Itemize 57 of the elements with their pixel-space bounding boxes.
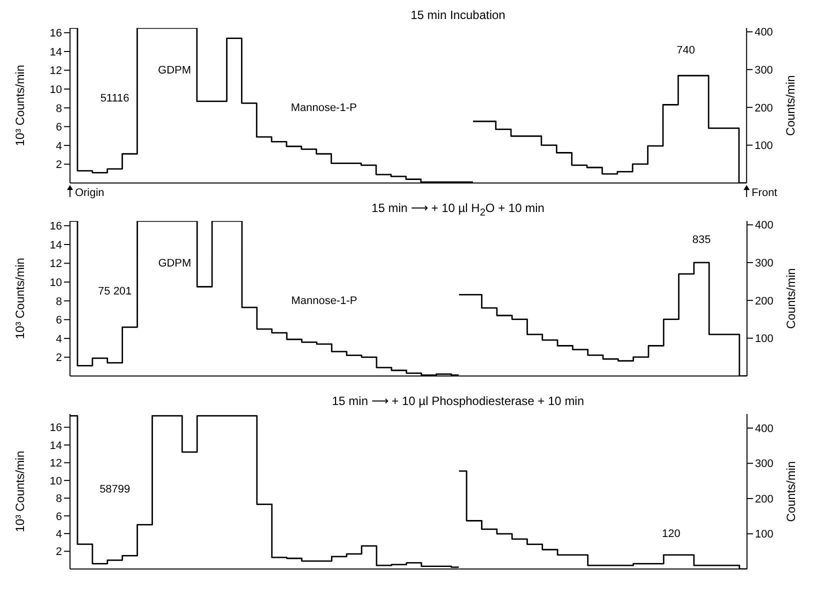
- annotation: GDPM: [158, 257, 192, 270]
- y-axis-title: 10³ Counts/min: [13, 258, 27, 340]
- y-tick-label: 2: [56, 352, 62, 364]
- y-tick-label: 4: [56, 528, 62, 540]
- y-axis-title: Counts/min: [784, 75, 798, 136]
- y-tick-label: 8: [56, 296, 62, 308]
- y-tick-label: 300: [754, 458, 774, 470]
- y-tick-label: 14: [50, 440, 62, 452]
- y-tick-label: 4: [56, 333, 62, 346]
- y-axis-title: 10³ Counts/min: [13, 64, 27, 146]
- y-axis-title: 10³ Counts/min: [13, 450, 27, 532]
- annotation: Mannose-1-P: [290, 102, 357, 114]
- y-tick-label: 10: [50, 84, 62, 96]
- y-tick-label: 10: [50, 276, 62, 289]
- y-tick-label: 300: [754, 257, 774, 270]
- y-tick-label: 200: [754, 493, 774, 506]
- y-tick-label: 16: [50, 220, 62, 233]
- annotation: 51116: [100, 92, 130, 104]
- annotation: 58799: [100, 483, 130, 496]
- annotation: Mannose-1-P: [291, 294, 358, 307]
- y-tick-label: 400: [754, 26, 774, 39]
- y-tick-label: 4: [56, 140, 62, 152]
- annotation: 75 201: [98, 285, 132, 298]
- annotation: 120: [662, 528, 680, 540]
- y-tick-label: 300: [754, 64, 774, 76]
- y-tick-label: 2: [56, 546, 62, 558]
- y-tick-label: 16: [50, 422, 62, 434]
- y-tick-label: 400: [754, 220, 774, 232]
- y-tick-label: 6: [56, 122, 62, 134]
- y-tick-label: 12: [50, 258, 62, 270]
- y-tick-label: 100: [754, 333, 774, 346]
- y-tick-label: 16: [50, 28, 62, 40]
- chart-title: 15 min ⟶ + 10 µl Phosphodiesterase + 10 min: [330, 394, 586, 408]
- y-tick-label: 200: [754, 102, 774, 114]
- y-tick-label: 8: [56, 102, 62, 115]
- y-tick-label: 100: [754, 140, 774, 152]
- y-tick-label: 6: [56, 510, 62, 523]
- y-tick-label: 12: [50, 65, 62, 78]
- y-tick-label: 8: [56, 493, 62, 506]
- y-tick-label: 200: [754, 295, 774, 308]
- y-axis-title: Counts/min: [784, 461, 798, 522]
- annotation: GDPM: [158, 64, 192, 76]
- text: Front: [752, 187, 778, 199]
- chart-title: 15 min Incubation: [410, 8, 506, 22]
- y-tick-label: 12: [50, 458, 62, 470]
- y-tick-label: 6: [56, 314, 62, 327]
- y-tick-label: 14: [50, 46, 62, 58]
- y-tick-label: 100: [754, 528, 774, 541]
- text: Origin: [75, 187, 104, 199]
- annotation: 835: [692, 234, 711, 246]
- y-tick-label: 10: [50, 475, 62, 488]
- y-axis-title: Counts/min: [784, 268, 798, 329]
- annotation: 740: [676, 44, 696, 57]
- y-tick-label: 2: [56, 159, 62, 172]
- y-tick-label: 400: [754, 422, 774, 435]
- y-tick-label: 14: [50, 239, 62, 252]
- chart-title: 15 min ⟶ + 10 µl H$_{2}$O + 10 min: [370, 201, 546, 218]
